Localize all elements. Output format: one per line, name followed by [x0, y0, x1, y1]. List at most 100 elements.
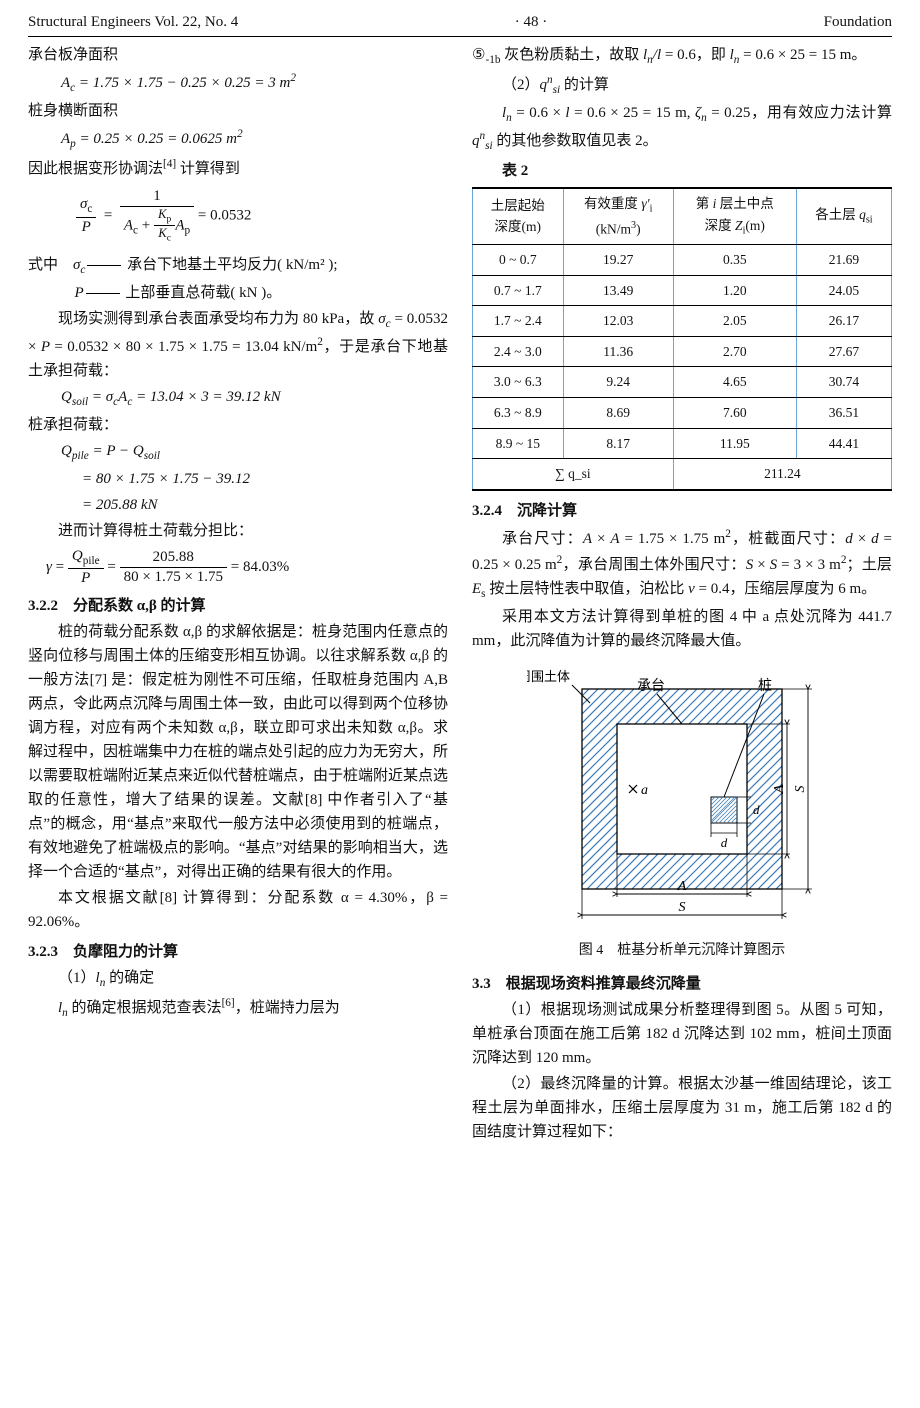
svg-text:a: a	[641, 783, 648, 798]
symbol-def-p: P 上部垂直总荷载( kN )。	[28, 281, 448, 305]
section-heading-322: 3.2.2 分配系数 α,β 的计算	[28, 594, 448, 618]
table-header-cell: 各土层 qsi	[796, 188, 891, 244]
table-row: 6.3 ~ 8.98.697.6036.51	[473, 397, 892, 428]
table-cell: 1.20	[673, 275, 796, 306]
table-cell: 8.9 ~ 15	[473, 428, 564, 459]
table-cell: 36.51	[796, 397, 891, 428]
table-cell: 2.05	[673, 306, 796, 337]
header-left: Structural Engineers Vol. 22, No. 4	[28, 10, 238, 34]
equation-qsoil: Qsoil = σcAc = 13.04 × 3 = 39.12 kN	[28, 385, 448, 411]
text-line: 桩承担荷载：	[28, 413, 448, 437]
paragraph: ln = 0.6 × l = 0.6 × 25 = 15 m, ζn = 0.2…	[472, 101, 892, 155]
two-column-body: 承台板净面积 Ac = 1.75 × 1.75 − 0.25 × 0.25 = …	[28, 43, 892, 1146]
table-cell: 0 ~ 0.7	[473, 244, 564, 275]
table-cell: 19.27	[563, 244, 673, 275]
table-cell: 24.05	[796, 275, 891, 306]
table-cell: 9.24	[563, 367, 673, 398]
table-sum-value: 211.24	[673, 459, 891, 490]
table-cell: 12.03	[563, 306, 673, 337]
frac-den: 80 × 1.75 × 1.75	[120, 568, 227, 587]
equation-rhs: = 84.03%	[231, 559, 289, 575]
text-line: 桩身横断面积	[28, 99, 448, 123]
paragraph: （1）根据现场测试成果分析整理得到图 5。从图 5 可知，单桩承台顶面在施工后第…	[472, 998, 892, 1070]
table-cell: 1.7 ~ 2.4	[473, 306, 564, 337]
table-cell: 0.35	[673, 244, 796, 275]
section-heading-324: 3.2.4 沉降计算	[472, 499, 892, 523]
table-cell: 30.74	[796, 367, 891, 398]
citation-sup: [4]	[163, 158, 176, 170]
svg-text:d: d	[721, 835, 728, 850]
paragraph: （2）最终沉降量的计算。根据太沙基一维固结理论，该工程土层为单面排水，压缩土层厚…	[472, 1072, 892, 1144]
table-cell: 0.7 ~ 1.7	[473, 275, 564, 306]
paragraph: 现场实测得到承台表面承受均布力为 80 kPa，故 σc = 0.0532 × …	[28, 307, 448, 383]
figure-4-svg: a承台桩承台周围土体ddAASS	[527, 659, 837, 934]
frac-num: 205.88	[120, 548, 227, 568]
paragraph: 桩的荷载分配系数 α,β 的求解依据是：桩身范围内任意点的竖向位移与周围土体的压…	[28, 620, 448, 884]
table-row: 8.9 ~ 158.1711.9544.41	[473, 428, 892, 459]
table-header-row: 土层起始深度(m) 有效重度 γ′i(kN/m3) 第 i 层土中点深度 Zi(…	[473, 188, 892, 244]
table-cell: 8.69	[563, 397, 673, 428]
table-caption: 表 2	[472, 159, 892, 183]
def-text: 承台下地基土平均反力( kN/m² );	[123, 257, 337, 273]
table-cell: 27.67	[796, 336, 891, 367]
equation-qpile-1: Qpile = P − Qsoil	[28, 439, 448, 465]
svg-text:桩: 桩	[758, 677, 772, 694]
running-header: Structural Engineers Vol. 22, No. 4 · 48…	[28, 10, 892, 37]
table-cell: 4.65	[673, 367, 796, 398]
paragraph: 承台尺寸：A × A = 1.75 × 1.75 m2，桩截面尺寸：d × d …	[472, 525, 892, 603]
svg-text:承台: 承台	[637, 678, 665, 694]
paragraph: 本文根据文献[8] 计算得到：分配系数 α = 4.30%，β = 92.06%…	[28, 886, 448, 934]
table-row: 0.7 ~ 1.713.491.2024.05	[473, 275, 892, 306]
table-header-cell: 有效重度 γ′i(kN/m3)	[563, 188, 673, 244]
text-line: 因此根据变形协调法[4] 计算得到	[28, 155, 448, 181]
table-cell: 3.0 ~ 6.3	[473, 367, 564, 398]
header-center: · 48 ·	[515, 10, 548, 34]
text-frag: 计算得到	[176, 161, 240, 177]
text-line: 承台板净面积	[28, 43, 448, 67]
table-cell: 7.60	[673, 397, 796, 428]
table-cell: 11.95	[673, 428, 796, 459]
table-cell: 11.36	[563, 336, 673, 367]
header-right: Foundation	[824, 10, 892, 34]
text-line: 进而计算得桩土荷载分担比：	[28, 519, 448, 543]
table-cell: 26.17	[796, 306, 891, 337]
text-line: （1）ln 的确定	[28, 966, 448, 992]
svg-text:S: S	[793, 785, 808, 792]
table-cell: 6.3 ~ 8.9	[473, 397, 564, 428]
svg-text:A: A	[677, 879, 687, 894]
def-text: 上部垂直总荷载( kN )。	[122, 285, 282, 301]
table-row: 1.7 ~ 2.412.032.0526.17	[473, 306, 892, 337]
equation-ac: Ac = 1.75 × 1.75 − 0.25 × 0.25 = 3 m2	[28, 69, 448, 97]
paragraph: 采用本文方法计算得到单桩的图 4 中 a 点处沉降为 441.7 mm，此沉降值…	[472, 605, 892, 653]
table-cell: 2.70	[673, 336, 796, 367]
equation-qpile-3: = 205.88 kN	[28, 493, 448, 517]
paragraph: ⑤-1b 灰色粉质黏土，故取 ln/l = 0.6，即 ln = 0.6 × 2…	[472, 43, 892, 69]
table-cell: 8.17	[563, 428, 673, 459]
table-cell: 44.41	[796, 428, 891, 459]
table-cell: 2.4 ~ 3.0	[473, 336, 564, 367]
equation-rhs: = 0.0532	[198, 207, 251, 223]
section-heading-323: 3.2.3 负摩阻力的计算	[28, 940, 448, 964]
table-row: 3.0 ~ 6.39.244.6530.74	[473, 367, 892, 398]
table-row: 0 ~ 0.719.270.3521.69	[473, 244, 892, 275]
equation-sigma-over-p: σcP = 1 Ac + KpKcAp = 0.0532	[28, 187, 448, 245]
equation-qpile-2: = 80 × 1.75 × 1.75 − 39.12	[28, 467, 448, 491]
table-cell: 21.69	[796, 244, 891, 275]
section-heading-33: 3.3 根据现场资料推算最终沉降量	[472, 972, 892, 996]
svg-text:承台周围土体: 承台周围土体	[527, 669, 570, 684]
svg-text:A: A	[772, 784, 787, 794]
svg-text:S: S	[679, 900, 686, 915]
table-row: 2.4 ~ 3.011.362.7027.67	[473, 336, 892, 367]
page: Structural Engineers Vol. 22, No. 4 · 48…	[0, 0, 920, 1408]
table-cell: 13.49	[563, 275, 673, 306]
figure-4-caption: 图 4 桩基分析单元沉降计算图示	[472, 940, 892, 962]
svg-text:d: d	[753, 802, 760, 817]
table-sum-label: ∑ q_si	[473, 459, 674, 490]
equation-gamma: γ = QpileP = 205.8880 × 1.75 × 1.75 = 84…	[28, 547, 448, 588]
right-column: ⑤-1b 灰色粉质黏土，故取 ln/l = 0.6，即 ln = 0.6 × 2…	[472, 43, 892, 1146]
text-frag: 因此根据变形协调法	[28, 161, 163, 177]
text-line: ln 的确定根据规范查表法[6]，桩端持力层为	[28, 994, 448, 1022]
left-column: 承台板净面积 Ac = 1.75 × 1.75 − 0.25 × 0.25 = …	[28, 43, 448, 1146]
symbol-def-sigma: 式中 σc 承台下地基土平均反力( kN/m² );	[28, 253, 448, 279]
equation-ap: Ap = 0.25 × 0.25 = 0.0625 m2	[28, 125, 448, 153]
